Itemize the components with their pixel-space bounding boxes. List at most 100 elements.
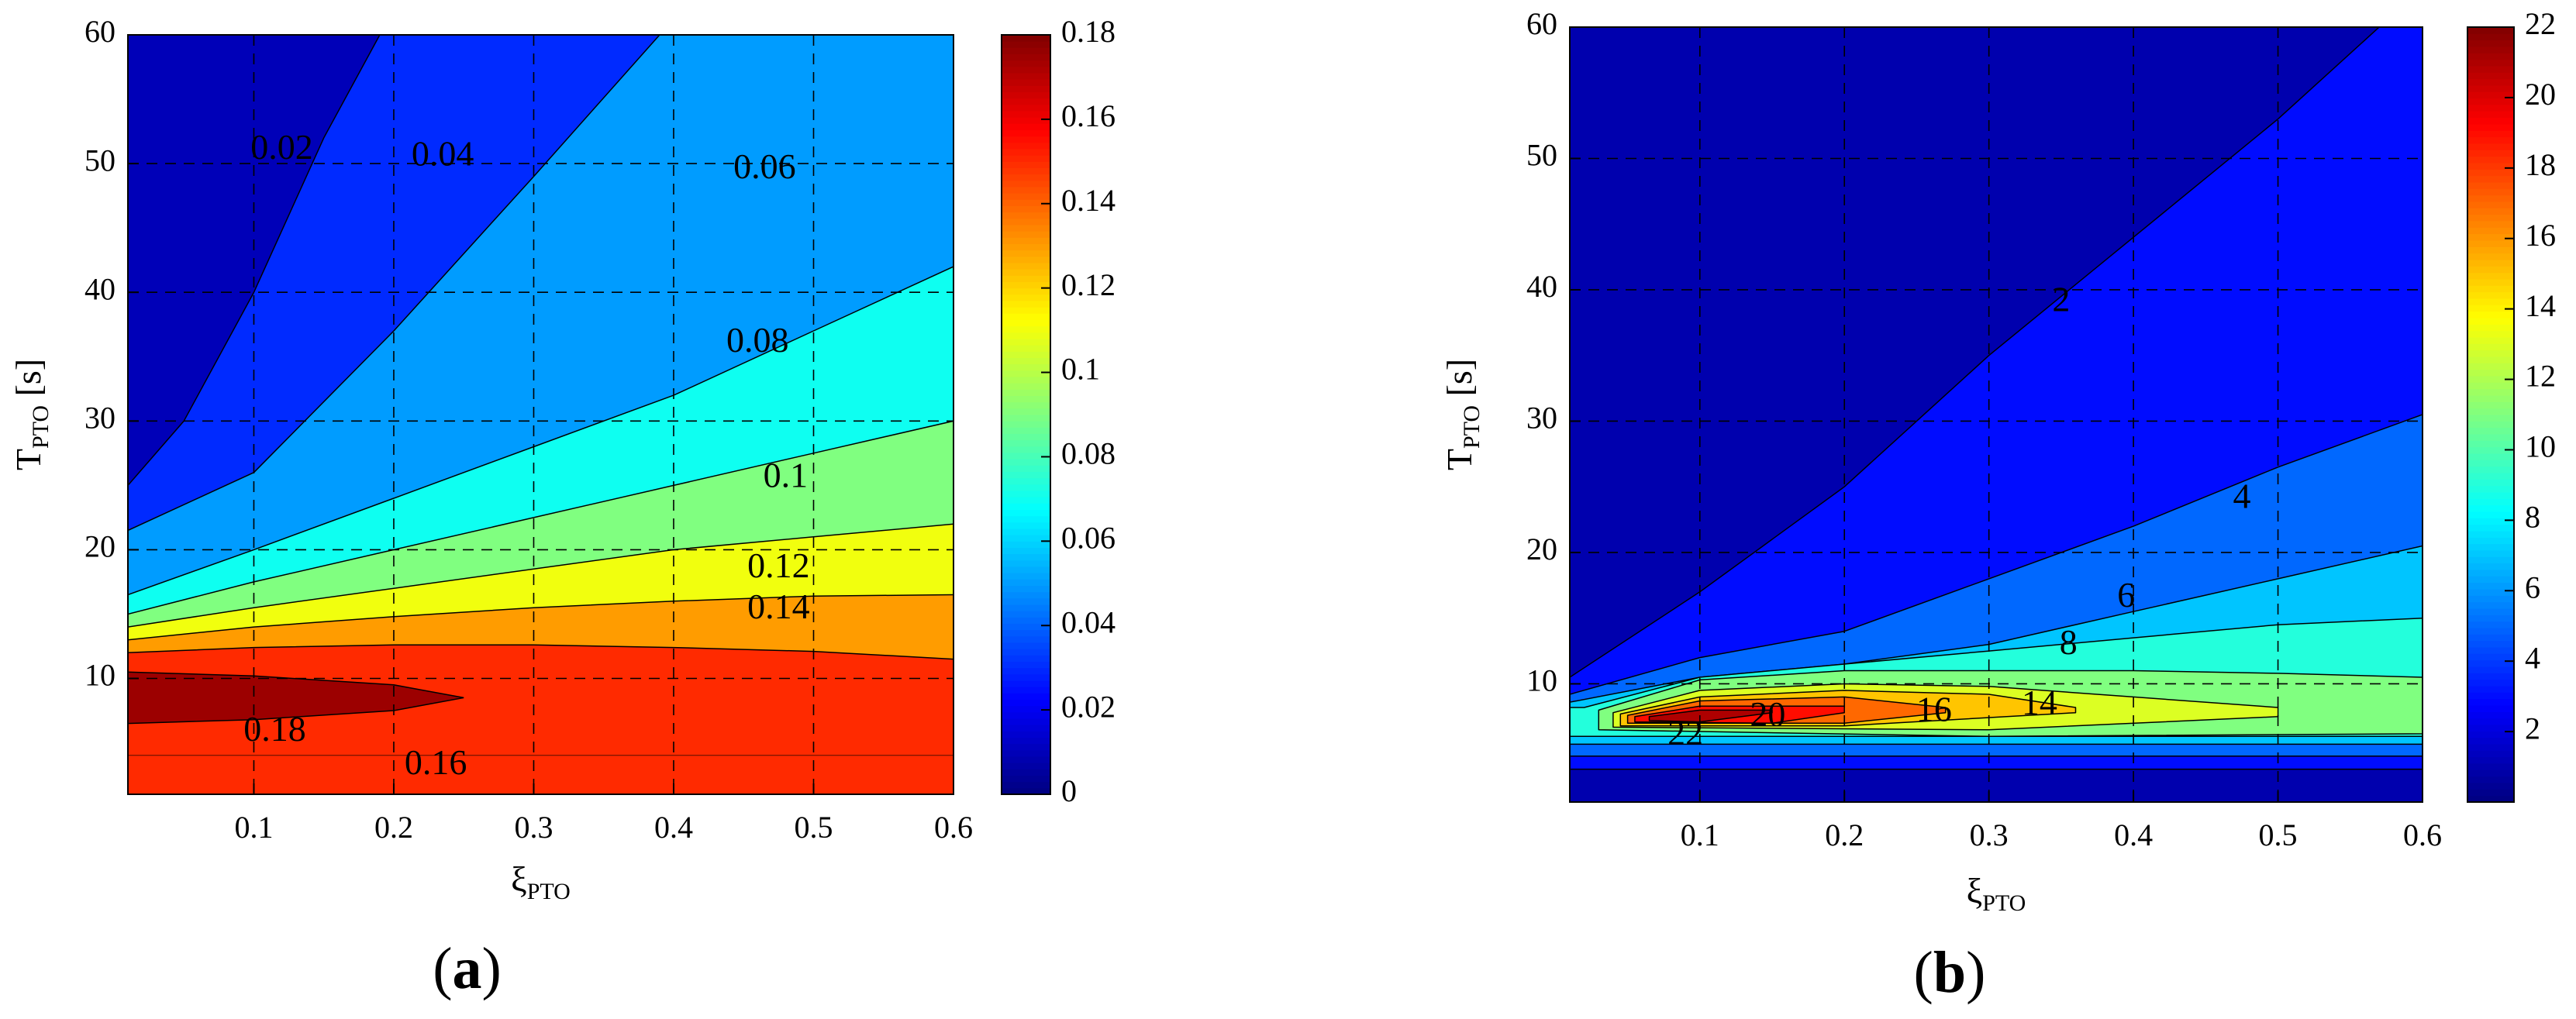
colorbar-segment <box>1002 730 1050 738</box>
colorbar-segment <box>1002 122 1050 130</box>
y-tick-label: 60 <box>1526 6 1557 41</box>
colorbar-segment <box>1002 522 1050 529</box>
colorbar-segment <box>2467 621 2514 628</box>
colorbar-segment <box>2467 362 2514 370</box>
colorbar-segment <box>1002 78 1050 86</box>
colorbar-segment <box>1002 148 1050 156</box>
colorbar-segment <box>2467 536 2514 545</box>
colorbar-segment <box>1002 768 1050 776</box>
colorbar-segment <box>1002 566 1050 573</box>
colorbar-segment <box>1002 376 1050 384</box>
panel-a-x-axis-subscript: PTO <box>527 879 571 904</box>
panel-a-x-axis-title: ξPTO <box>511 859 571 904</box>
colorbar-segment <box>1002 477 1050 485</box>
colorbar-segment <box>1002 629 1050 637</box>
colorbar-segment <box>2467 214 2514 222</box>
colorbar-segment <box>2467 259 2514 267</box>
colorbar-segment <box>2467 633 2514 642</box>
colorbar-segment <box>1002 350 1050 358</box>
colorbar-segment <box>2467 672 2514 680</box>
colorbar-segment <box>1002 332 1050 339</box>
colorbar-segment <box>2467 569 2514 577</box>
colorbar-segment <box>1002 91 1050 99</box>
colorbar-segment <box>1002 363 1050 371</box>
colorbar-segment <box>2467 123 2514 131</box>
colorbar-segment <box>2467 156 2514 164</box>
colorbar-segment <box>1002 775 1050 783</box>
colorbar-segment <box>1002 426 1050 434</box>
colorbar-segment <box>2467 91 2514 99</box>
colorbar-segment <box>2467 284 2514 293</box>
colorbar-segment <box>2467 549 2514 557</box>
contour-label: 0.06 <box>733 146 796 186</box>
colorbar-segment <box>2467 336 2514 344</box>
colorbar-segment <box>2467 253 2514 260</box>
x-tick-label: 0.2 <box>1825 818 1864 852</box>
colorbar-segment <box>2467 46 2514 53</box>
colorbar-segment <box>1002 496 1050 504</box>
colorbar-tick-label: 0.16 <box>1061 98 1116 133</box>
contour-band-bottom <box>128 756 953 794</box>
colorbar-segment <box>1002 471 1050 479</box>
colorbar-segment <box>2467 743 2514 751</box>
colorbar-segment <box>1002 787 1050 795</box>
colorbar-segment <box>2467 491 2514 499</box>
colorbar-segment <box>2467 272 2514 280</box>
y-tick-label: 20 <box>84 529 116 564</box>
colorbar-tick-label: 2 <box>2525 711 2540 745</box>
colorbar-segment <box>1002 420 1050 428</box>
colorbar-segment <box>1002 312 1050 320</box>
colorbar-segment <box>2467 737 2514 745</box>
colorbar-segment <box>1002 401 1050 409</box>
colorbar-segment <box>2467 497 2514 506</box>
colorbar-segment <box>1002 53 1050 61</box>
colorbar-segment <box>1002 300 1050 308</box>
colorbar-segment <box>1002 484 1050 491</box>
y-tick-label: 50 <box>84 143 116 177</box>
colorbar-segment <box>2467 117 2514 125</box>
colorbar-segment <box>1002 452 1050 460</box>
colorbar-segment <box>1002 370 1050 377</box>
colorbar-tick-label: 0.08 <box>1061 436 1116 471</box>
contour-panel-a: 0.02 0.04 0.060.080.10.120.140.180.16 0.1 0… <box>9 14 1116 1001</box>
colorbar-segment <box>2467 40 2514 47</box>
colorbar-segment <box>1002 160 1050 168</box>
colorbar-segment <box>1002 357 1050 365</box>
colorbar-segment <box>1002 34 1050 42</box>
colorbar-segment <box>2467 517 2514 525</box>
colorbar-frame <box>2467 26 2515 803</box>
contour-label: 0.16 <box>405 742 467 782</box>
colorbar-segment <box>1002 205 1050 213</box>
panel-a-label: (a) <box>433 936 502 1001</box>
colorbar-segment <box>2467 52 2514 60</box>
colorbar-segment <box>2467 149 2514 157</box>
colorbar-segment <box>1002 268 1050 276</box>
panel-b-filled-contours <box>1570 27 2423 802</box>
x-tick-label: 0.4 <box>654 810 693 845</box>
colorbar-segment <box>1002 743 1050 751</box>
colorbar-segment <box>1002 388 1050 396</box>
colorbar-segment <box>2467 556 2514 564</box>
colorbar-segment <box>2467 524 2514 532</box>
colorbar-segment <box>2467 795 2514 803</box>
x-tick-label: 0.2 <box>374 810 413 845</box>
panel-a-contour-labels: 0.02 0.04 0.06 0.08 0.1 0.120.14 0.18 0.16 <box>243 127 809 782</box>
colorbar-segment <box>1002 72 1050 80</box>
colorbar-segment <box>1002 408 1050 415</box>
colorbar-segment <box>2467 388 2514 396</box>
colorbar-segment <box>1002 591 1050 599</box>
colorbar-segment <box>2467 782 2514 790</box>
contour-label: 0.08 <box>726 320 789 360</box>
colorbar-segment <box>2467 369 2514 377</box>
x-tick-label: 0.1 <box>1681 818 1719 852</box>
x-tick-label: 0.3 <box>514 810 553 845</box>
contour-label: 8 <box>2060 622 2078 662</box>
panel-b-y-axis-unit: [s] <box>1440 359 1479 405</box>
colorbar-segment <box>1002 129 1050 137</box>
colorbar-segment <box>1002 344 1050 352</box>
y-tick-label: 40 <box>84 271 116 306</box>
colorbar-segment <box>1002 661 1050 669</box>
colorbar-segment <box>1002 673 1050 681</box>
panel-a-y-ticks: 10 20 30 40 50 60 <box>84 14 139 693</box>
colorbar-tick-label: 0.14 <box>1061 183 1116 218</box>
